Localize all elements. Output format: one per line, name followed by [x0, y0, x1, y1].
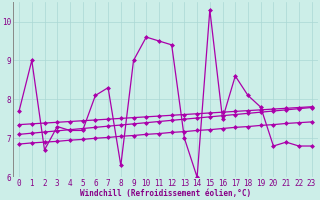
X-axis label: Windchill (Refroidissement éolien,°C): Windchill (Refroidissement éolien,°C): [80, 189, 251, 198]
